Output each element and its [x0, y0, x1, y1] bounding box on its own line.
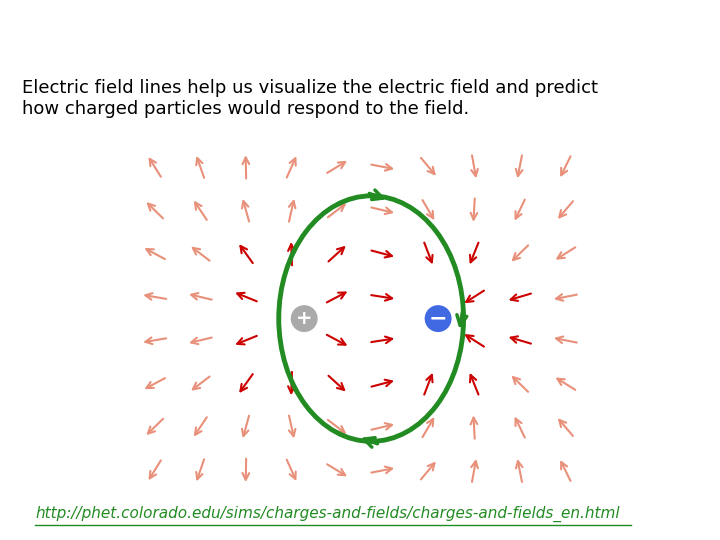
Circle shape — [289, 304, 319, 333]
Circle shape — [423, 304, 453, 333]
Text: Electric Field Lines: Electric Field Lines — [198, 34, 522, 63]
Text: http://phet.colorado.edu/sims/charges-and-fields/charges-and-fields_en.html: http://phet.colorado.edu/sims/charges-an… — [35, 507, 620, 523]
Text: +: + — [296, 309, 312, 328]
Text: −: − — [429, 308, 447, 329]
Text: Electric field lines help us visualize the electric field and predict
how charge: Electric field lines help us visualize t… — [22, 79, 598, 118]
